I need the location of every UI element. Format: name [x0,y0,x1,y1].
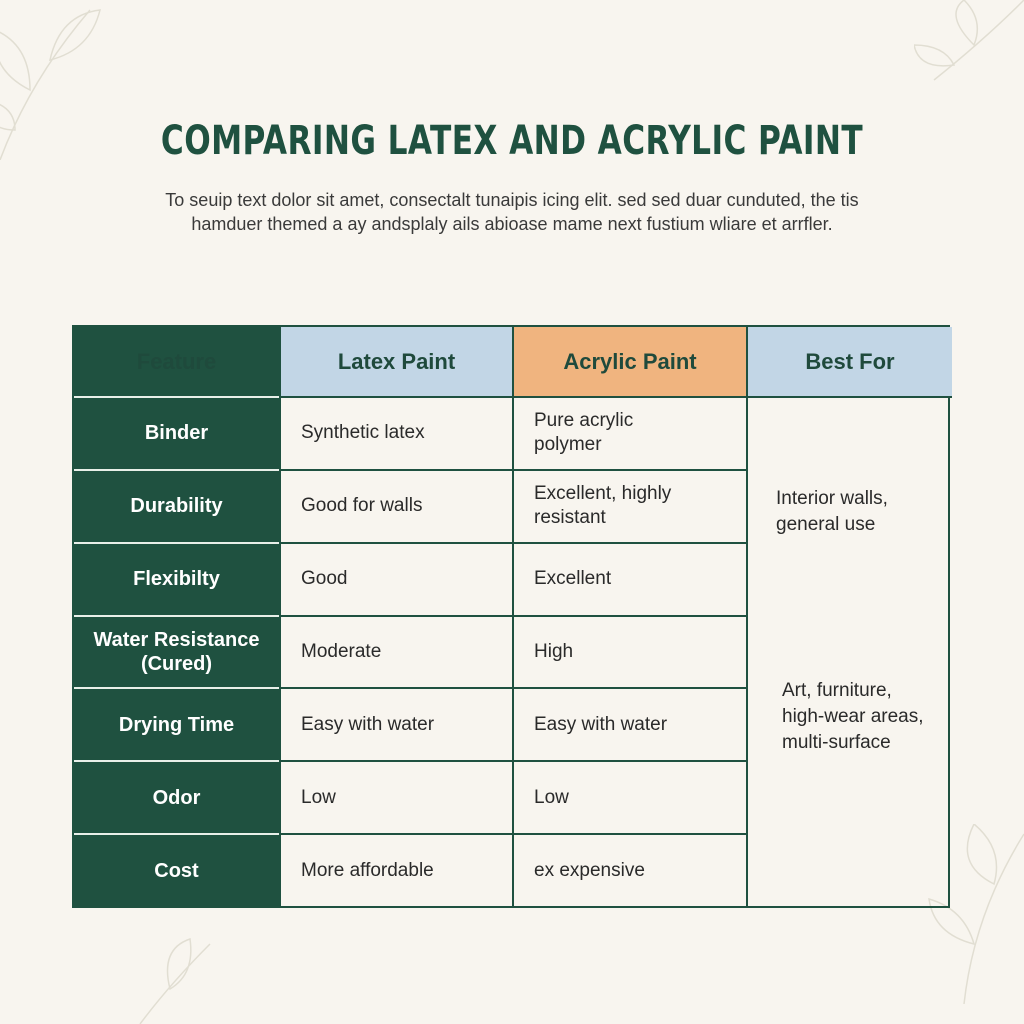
header-latex: Latex Paint [279,327,512,396]
feature-cell: Flexibilty [74,541,279,615]
acrylic-cell: Pure acrylic polymer [512,396,746,469]
latex-cell: Moderate [279,614,512,688]
latex-cell: Synthetic latex [279,396,512,469]
latex-cell: Easy with water [279,687,512,761]
header-acrylic: Acrylic Paint [512,327,746,396]
page-subtitle: To seuip text dolor sit amet, consectalt… [165,190,859,234]
acrylic-cell: Excellent, highly resistant [512,468,746,542]
latex-cell: Low [279,760,512,834]
feature-cell: Water Resistance (Cured) [74,614,279,688]
feature-cell: Drying Time [74,687,279,761]
feature-cell: Odor [74,760,279,834]
feature-cell: Durability [74,468,279,542]
latex-cell: More affordable [279,833,512,906]
latex-cell: Good [279,541,512,615]
latex-cell: Good for walls [279,468,512,542]
best-for-cell: Interior walls, general use Art, furnitu… [746,396,952,906]
feature-cell: Binder [74,396,279,469]
comparison-table: Feature Latex Paint Acrylic Paint Best F… [72,325,952,908]
acrylic-cell: High [512,614,746,688]
feature-cell: Cost [74,833,279,906]
leaf-decoration-icon [139,938,211,1024]
page-title: COMPARING LATEX AND ACRYLIC PAINT [160,118,864,164]
acrylic-cell: Excellent [512,541,746,615]
best-for-acrylic: Art, furniture, high-wear areas, multi-s… [782,680,924,753]
leaf-decoration-icon [928,824,1024,1004]
best-for-latex: Interior walls, general use [776,488,888,535]
header-feature: Feature [74,327,279,396]
leaf-decoration-icon [914,0,1024,81]
acrylic-cell: Easy with water [512,687,746,761]
leaf-decoration-icon [0,9,101,160]
acrylic-cell: ex expensive [512,833,746,906]
header-best-for: Best For [746,327,952,396]
acrylic-cell: Low [512,760,746,834]
